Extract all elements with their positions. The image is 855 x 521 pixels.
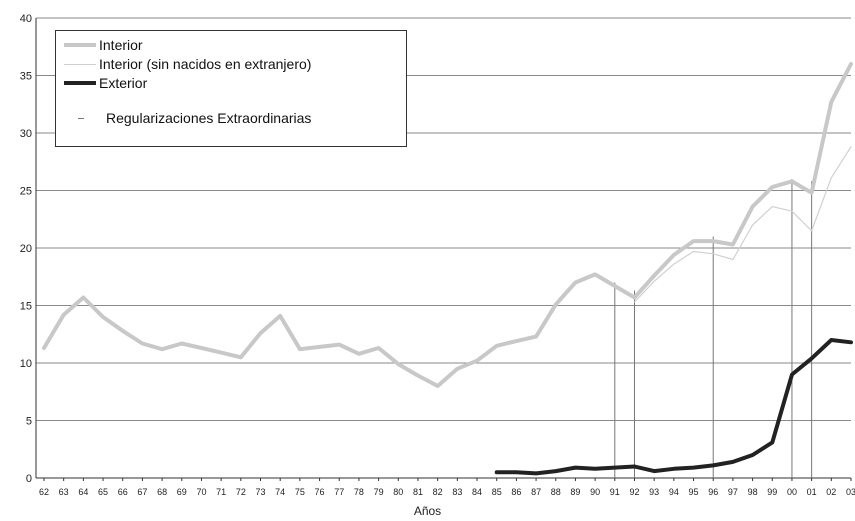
series-line-exterior <box>494 338 853 476</box>
x-tick-label: 87 <box>531 487 541 497</box>
x-tick-label: 97 <box>728 487 738 497</box>
x-tick-label: 96 <box>708 487 718 497</box>
x-tick-label: 86 <box>511 487 521 497</box>
legend-swatch-interior-sin-nacidos <box>64 63 96 65</box>
x-tick-label: 78 <box>354 487 364 497</box>
legend-label-interior: Interior <box>99 37 143 53</box>
legend: Interior Interior (sin nacidos en extran… <box>55 30 407 147</box>
y-tick-label: 20 <box>20 243 32 255</box>
legend-label-regularizaciones: Regularizaciones Extraordinarias <box>106 110 312 126</box>
x-tick-label: 66 <box>118 487 128 497</box>
x-tick-label: 73 <box>256 487 266 497</box>
legend-item-exterior: Exterior <box>64 75 147 91</box>
series-lines <box>42 62 853 476</box>
x-tick-label: 99 <box>767 487 777 497</box>
x-tick-label: 03 <box>846 487 855 497</box>
x-tick-label: 92 <box>629 487 639 497</box>
x-tick-label: 69 <box>177 487 187 497</box>
x-tick-label: 89 <box>570 487 580 497</box>
legend-label-interior-sin-nacidos: Interior (sin nacidos en extranjero) <box>99 56 312 72</box>
x-tick-label: 75 <box>295 487 305 497</box>
x-tick-label: 68 <box>157 487 167 497</box>
x-tick-label: 67 <box>137 487 147 497</box>
x-tick-label: 02 <box>826 487 836 497</box>
y-tick-label: 35 <box>20 71 32 83</box>
x-tick-label: 82 <box>433 487 443 497</box>
x-tick-label: 71 <box>216 487 226 497</box>
x-tick-label: 79 <box>374 487 384 497</box>
y-tick-label: 25 <box>20 186 32 198</box>
legend-swatch-regularizaciones <box>78 117 84 119</box>
regularizaciones-lines <box>614 179 813 478</box>
x-tick-label: 91 <box>610 487 620 497</box>
y-tick-label: 30 <box>20 128 32 140</box>
y-tick-label: 15 <box>20 301 32 313</box>
x-tick-label: 72 <box>236 487 246 497</box>
y-axis-ticks: 0 5 10 15 20 25 30 35 40 <box>20 13 32 485</box>
x-tick-label: 62 <box>39 487 49 497</box>
x-tick-label: 81 <box>413 487 423 497</box>
x-tick-label: 01 <box>807 487 817 497</box>
x-axis-ticks: 62 63 64 65 66 67 68 69 70 71 72 73 74 75 76 77 78 79 80 81… <box>39 478 855 497</box>
x-tick-label: 90 <box>590 487 600 497</box>
x-tick-label: 88 <box>551 487 561 497</box>
y-tick-label: 0 <box>26 473 32 485</box>
legend-item-interior: Interior <box>64 37 143 53</box>
x-tick-label: 98 <box>748 487 758 497</box>
x-tick-label: 80 <box>393 487 403 497</box>
legend-swatch-interior <box>64 43 96 47</box>
x-tick-label: 70 <box>196 487 206 497</box>
x-tick-label: 64 <box>78 487 88 497</box>
x-tick-label: 76 <box>315 487 325 497</box>
x-tick-label: 00 <box>787 487 797 497</box>
x-axis-title: Años <box>413 504 442 518</box>
x-tick-label: 93 <box>649 487 659 497</box>
x-tick-label: 95 <box>689 487 699 497</box>
x-tick-label: 65 <box>98 487 108 497</box>
y-tick-label: 5 <box>26 416 32 428</box>
x-tick-label: 83 <box>452 487 462 497</box>
x-tick-label: 94 <box>669 487 679 497</box>
x-tick-label: 63 <box>59 487 69 497</box>
y-tick-label: 10 <box>20 358 32 370</box>
x-tick-label: 85 <box>492 487 502 497</box>
y-tick-label: 40 <box>20 13 32 25</box>
legend-item-interior-sin-nacidos: Interior (sin nacidos en extranjero) <box>64 56 311 72</box>
series-line-interior <box>42 62 853 388</box>
legend-label-exterior: Exterior <box>99 75 148 91</box>
series-line-interior-sin-nacidos-en-extranjero <box>633 146 852 303</box>
legend-swatch-exterior <box>64 81 96 85</box>
legend-item-regularizaciones: Regularizaciones Extraordinarias <box>64 110 311 126</box>
x-tick-label: 74 <box>275 487 285 497</box>
x-tick-label: 77 <box>334 487 344 497</box>
x-tick-label: 84 <box>472 487 482 497</box>
